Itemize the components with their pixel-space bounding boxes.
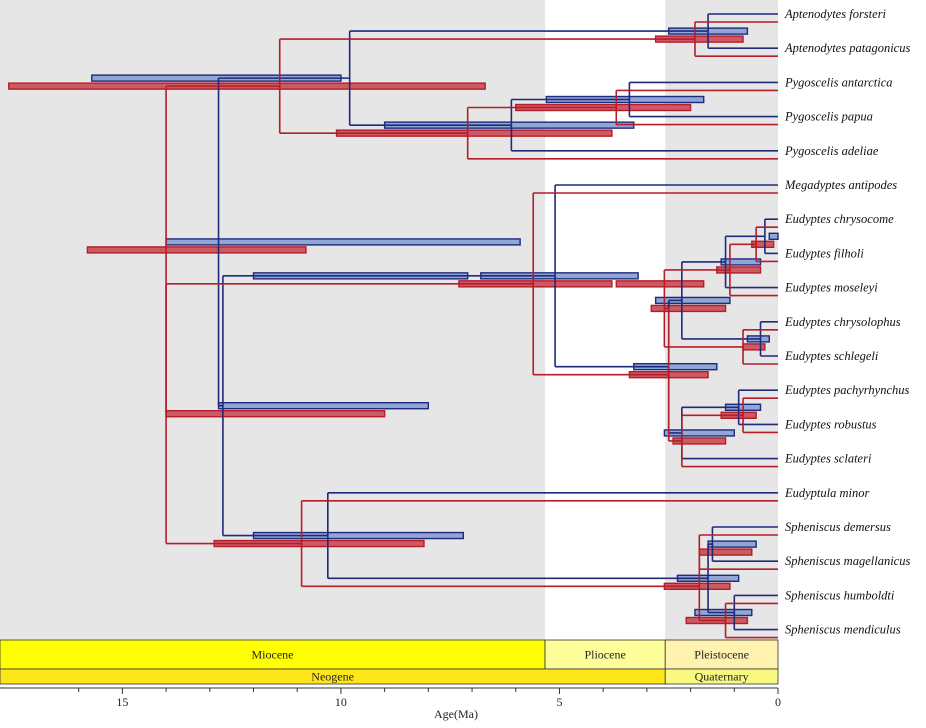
epoch-label-pleistocene: Pleistocene (694, 648, 749, 662)
taxon-label: Pygoscelis adeliae (784, 144, 879, 158)
taxon-label: Eudyptes chrysocome (784, 212, 894, 226)
hpd-bar-blue-chr-f (768, 232, 779, 241)
x-tick-label: 15 (116, 695, 128, 709)
taxon-label: Aptenodytes patagonicus (784, 41, 910, 55)
taxon-label: Spheniscus magellanicus (785, 554, 910, 568)
taxon-label: Spheniscus demersus (785, 520, 891, 534)
period-box-quaternary (664, 668, 779, 685)
hpd-bar-blue-rest (217, 401, 430, 410)
x-tick-label: 0 (775, 695, 781, 709)
hpd-bar-red-eud-a (650, 304, 727, 313)
taxon-label: Eudyptes moseleyi (784, 281, 878, 295)
taxon-label: Spheniscus humboldti (785, 588, 895, 602)
hpd-bar-red-meg (615, 280, 705, 288)
hpd-bar-blue-chr (720, 258, 762, 266)
hpd-bar-red-root (86, 246, 307, 254)
taxon-label: Eudyptes robustus (784, 417, 877, 431)
taxon-label: Eudyptes chrysolophus (784, 315, 901, 329)
hpd-bar-red-chl (742, 343, 766, 351)
hpd-bar-blue-eud-a (654, 296, 731, 305)
epoch-label-miocene: Miocene (252, 648, 294, 662)
hpd-bar-blue-sph-dm (707, 540, 757, 548)
x-tick-label: 10 (335, 695, 347, 709)
period-label-neogene: Neogene (311, 670, 354, 684)
hpd-bar-blue-eud-b (663, 429, 735, 437)
taxon-label: Eudyptes sclateri (784, 452, 872, 466)
tree-red (165, 21, 778, 639)
epoch-label-pliocene: Pliocene (584, 648, 625, 662)
epoch-box-miocene (0, 639, 546, 670)
x-axis-title: Age(Ma) (434, 707, 478, 721)
taxon-label: Eudyptes schlegeli (784, 349, 879, 363)
x-tick-label: 5 (556, 695, 562, 709)
tree-blue (217, 13, 778, 631)
taxon-label: Aptenodytes forsteri (784, 7, 887, 21)
taxon-label: Eudyptes pachyrhynchus (784, 383, 910, 397)
taxon-label: Eudyptula minor (784, 486, 870, 500)
taxon-label: Eudyptes filholi (784, 246, 864, 260)
hpd-bar-red-rest (165, 409, 386, 418)
period-label-quaternary: Quaternary (695, 670, 749, 684)
taxon-label: Pygoscelis papua (784, 110, 873, 124)
taxon-label: Spheniscus mendiculus (785, 623, 901, 637)
hpd-bar-red-sph-dm (698, 548, 753, 556)
taxon-label: Pygoscelis antarctica (784, 75, 893, 89)
taxon-label: Megadyptes antipodes (784, 178, 897, 192)
